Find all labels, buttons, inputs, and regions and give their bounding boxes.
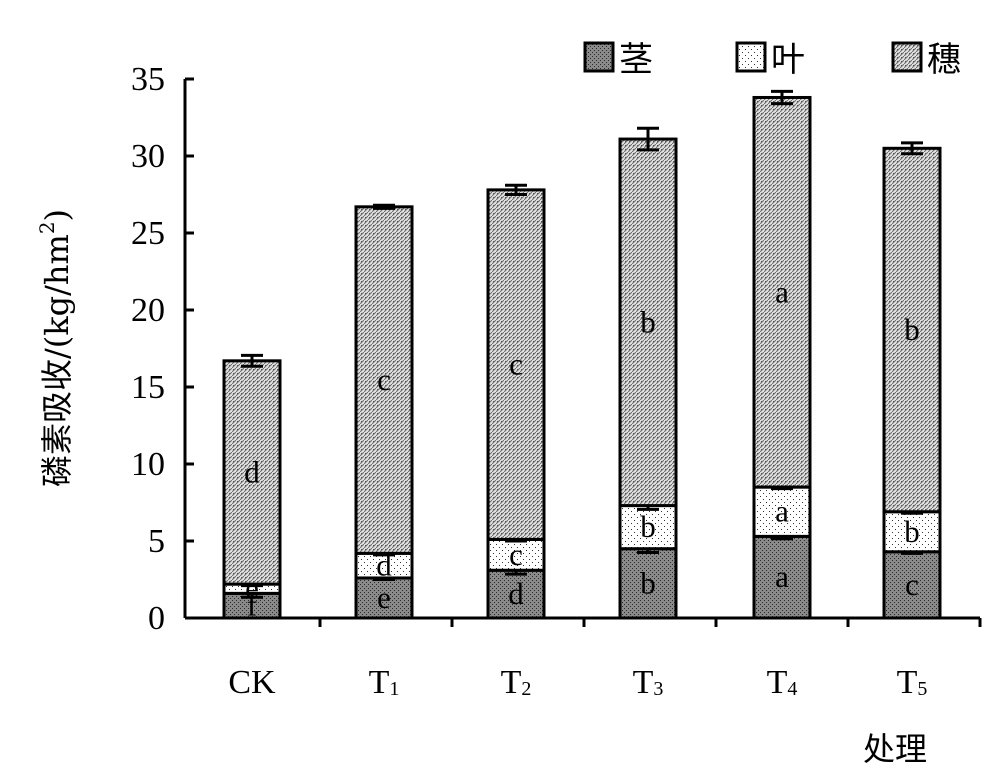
legend-swatch-leaf — [735, 41, 767, 73]
legend-swatch-panicle — [891, 41, 923, 73]
legend-label-panicle: 穗 — [927, 40, 961, 80]
legend: 茎叶穗 — [583, 40, 961, 80]
x-tick-label: T1 — [369, 664, 400, 701]
significance-label: b — [904, 312, 920, 347]
significance-label: c — [377, 362, 391, 397]
y-tick-label: 25 — [131, 215, 165, 252]
x-tick-label: T5 — [897, 664, 928, 701]
y-axis-title-main: 磷素吸收/(kg/hm — [38, 234, 76, 487]
significance-label: d — [508, 576, 524, 611]
y-tick-label: 0 — [148, 600, 165, 637]
legend-label-stem: 茎 — [619, 40, 653, 80]
y-tick-label: 35 — [131, 61, 165, 98]
legend-swatch-stem — [583, 41, 615, 73]
bar-leaf — [618, 504, 678, 551]
bar-stem — [354, 576, 414, 620]
bars — [222, 89, 942, 620]
significance-label: b — [904, 514, 920, 549]
significance-label: b — [640, 509, 656, 544]
bar-panicle — [882, 146, 942, 514]
bar-panicle — [354, 205, 414, 555]
significance-label: c — [905, 567, 919, 602]
bar-leaf — [882, 510, 942, 554]
y-tick-label: 5 — [148, 523, 165, 560]
significance-label: c — [509, 347, 523, 382]
bar-panicle — [752, 95, 812, 489]
x-tick-label: T3 — [633, 664, 664, 701]
y-tick-label: 10 — [131, 446, 165, 483]
significance-label: a — [775, 274, 789, 309]
significance-label: a — [775, 559, 789, 594]
y-tick-label: 15 — [131, 369, 165, 406]
y-tick-label: 20 — [131, 292, 165, 329]
significance-label: c — [509, 537, 523, 572]
bar-leaf — [486, 537, 546, 572]
significance-label: d — [376, 548, 392, 583]
significance-label: f — [247, 588, 258, 623]
y-axis-title: 磷素吸收/(kg/hm2) — [35, 209, 76, 487]
significance-label: b — [640, 304, 656, 339]
axes: 0 5 10 15 20 25 30 35 CK T1 T2 T3 T4 T5 — [131, 61, 982, 701]
significance-label: e — [377, 580, 391, 615]
bar-panicle — [222, 359, 282, 586]
bar-stem — [618, 547, 678, 620]
significance-label: d — [244, 454, 260, 489]
y-axis-title-tail: ) — [38, 209, 76, 221]
significance-label: a — [775, 494, 789, 529]
x-tick-label: T2 — [501, 664, 532, 701]
significance-label: e — [245, 571, 259, 606]
legend-label-leaf: 叶 — [771, 40, 805, 80]
x-tick-label: T4 — [767, 664, 798, 701]
x-axis-title: 处理 — [863, 730, 927, 768]
bar-panicle — [486, 188, 546, 541]
y-axis-title-sup: 2 — [35, 221, 59, 234]
y-tick-label: 30 — [131, 138, 165, 175]
x-tick-label: CK — [228, 664, 276, 701]
significance-label: b — [640, 565, 656, 600]
